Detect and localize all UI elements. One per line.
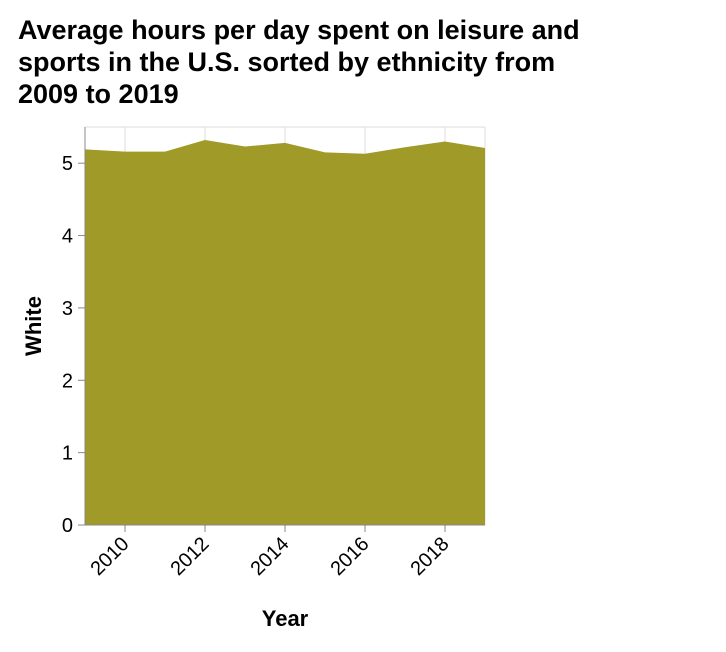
chart-title-line-2: sports in the U.S. sorted by ethnicity f… [18, 47, 556, 77]
area-series-white [85, 140, 485, 525]
y-tick-label-5: 5 [62, 153, 73, 175]
x-tick-label-2018: 2018 [407, 533, 454, 580]
chart-title: Average hours per day spent on leisure a… [18, 14, 718, 110]
y-tick-label-0: 0 [62, 515, 73, 537]
y-tick-label-1: 1 [62, 443, 73, 465]
x-tick-label-2012: 2012 [167, 533, 214, 580]
x-tick-label-2016: 2016 [327, 533, 374, 580]
x-tick-label-2014: 2014 [247, 533, 294, 580]
chart-title-line-3: 2009 to 2019 [18, 79, 179, 109]
y-tick-label-4: 4 [62, 226, 73, 248]
y-axis-label: White [21, 296, 46, 356]
x-tick-label-2010: 2010 [87, 533, 134, 580]
chart-title-line-1: Average hours per day spent on leisure a… [18, 15, 580, 45]
y-tick-label-2: 2 [62, 370, 73, 392]
x-axis-label: Year [262, 606, 309, 631]
x-axis-ticks: 2010 2012 2014 2016 2018 [87, 525, 454, 580]
y-tick-label-3: 3 [62, 298, 73, 320]
y-axis-ticks: 0 1 2 3 4 5 [62, 153, 85, 537]
